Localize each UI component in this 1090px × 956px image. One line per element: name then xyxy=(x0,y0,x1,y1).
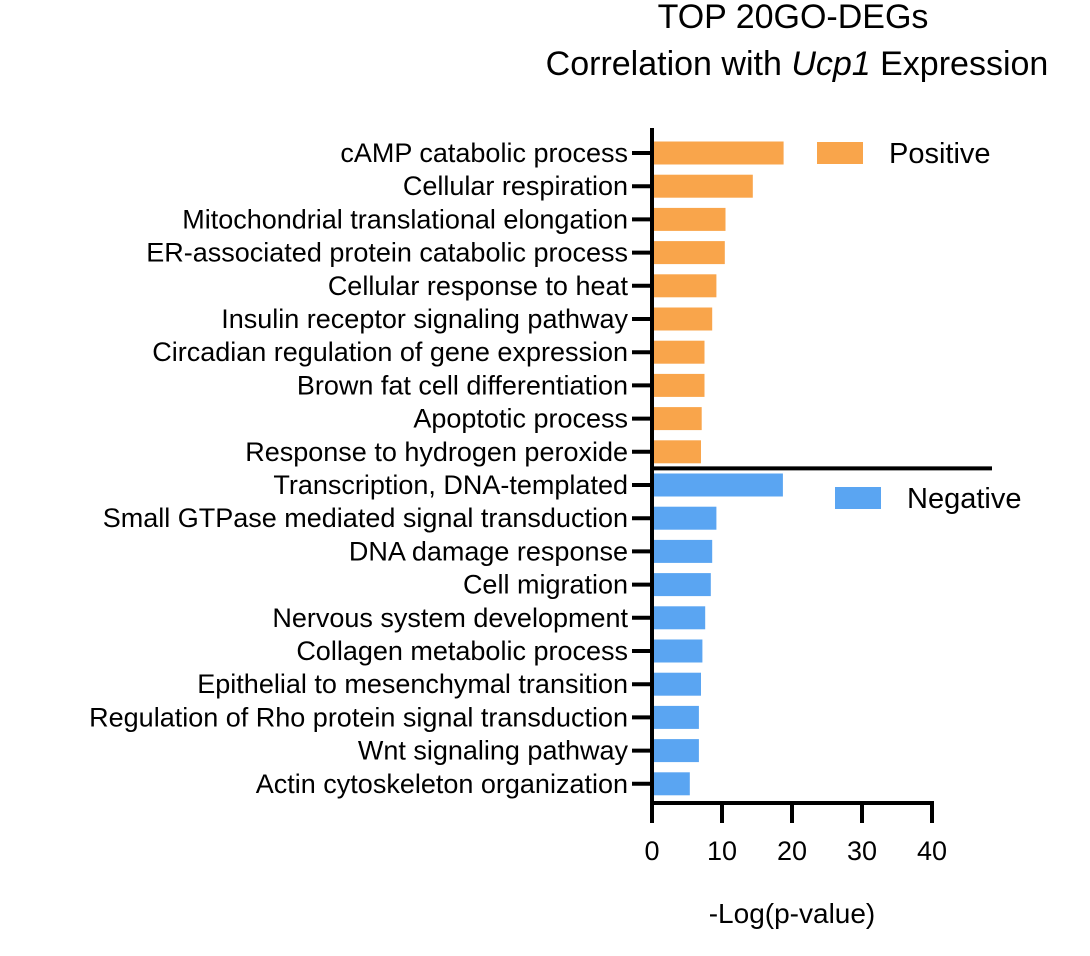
positive-legend-swatch xyxy=(817,142,863,164)
negative-legend-label: Negative xyxy=(907,483,1021,515)
category-label: Cell migration xyxy=(463,570,628,600)
chart-title-gene: Ucp1 xyxy=(791,45,870,83)
negative-legend-swatch xyxy=(835,487,881,509)
negative-bar xyxy=(653,772,690,796)
positive-bar xyxy=(653,241,725,265)
chart-title-prefix: Correlation with xyxy=(546,45,792,83)
negative-bar xyxy=(653,606,706,630)
category-label: Nervous system development xyxy=(272,603,628,633)
positive-bar xyxy=(653,407,702,431)
chart-title-suffix: Expression xyxy=(871,45,1049,83)
x-tick-label: 10 xyxy=(707,836,737,866)
negative-bar xyxy=(653,539,713,563)
category-label: Wnt signaling pathway xyxy=(358,736,629,766)
positive-bar xyxy=(653,440,701,464)
category-label: Actin cytoskeleton organization xyxy=(256,769,628,799)
category-label: Apoptotic process xyxy=(413,404,628,434)
category-label: Epithelial to mesenchymal transition xyxy=(197,669,628,699)
category-label: Small GTPase mediated signal transductio… xyxy=(103,503,628,533)
negative-bar xyxy=(653,739,699,763)
chart-title-line1: TOP 20GO-DEGs xyxy=(658,0,929,36)
x-axis-title: -Log(p-value) xyxy=(709,898,876,929)
category-label: Response to hydrogen peroxide xyxy=(245,437,628,467)
category-label: Circadian regulation of gene expression xyxy=(152,337,628,367)
x-tick-label: 40 xyxy=(917,836,947,866)
x-tick-label: 0 xyxy=(644,836,659,866)
category-label: ER-associated protein catabolic process xyxy=(146,238,628,268)
category-label: Brown fat cell differentiation xyxy=(297,370,628,400)
category-label: Cellular respiration xyxy=(403,171,628,201)
negative-bar xyxy=(653,473,783,497)
x-tick-label: 20 xyxy=(777,836,807,866)
category-label: Regulation of Rho protein signal transdu… xyxy=(89,702,628,732)
category-label: Collagen metabolic process xyxy=(296,636,628,666)
positive-bar xyxy=(653,207,726,231)
category-label: Transcription, DNA-templated xyxy=(273,470,628,500)
positive-bar xyxy=(653,307,713,331)
positive-bar xyxy=(653,274,717,298)
chart-title-line2: Correlation with Ucp1 Expression xyxy=(546,45,1049,83)
negative-bar xyxy=(653,573,711,597)
negative-bar xyxy=(653,639,703,663)
positive-bar xyxy=(653,141,784,165)
positive-legend-label: Positive xyxy=(889,138,991,170)
category-label: DNA damage response xyxy=(349,536,628,566)
positive-bar xyxy=(653,340,705,364)
negative-bar xyxy=(653,672,701,696)
category-label: Mitochondrial translational elongation xyxy=(182,204,628,234)
category-label: cAMP catabolic process xyxy=(340,138,628,168)
category-label: Cellular response to heat xyxy=(328,271,629,301)
positive-bar xyxy=(653,373,705,397)
category-label: Insulin receptor signaling pathway xyxy=(221,304,628,334)
positive-bar xyxy=(653,174,753,198)
x-tick-label: 30 xyxy=(847,836,877,866)
negative-bar xyxy=(653,506,717,530)
negative-bar xyxy=(653,705,699,729)
